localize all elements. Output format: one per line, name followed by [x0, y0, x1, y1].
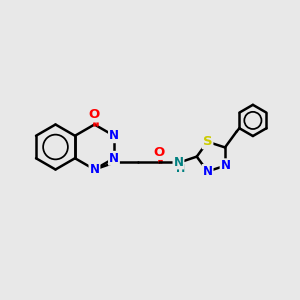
Text: N: N	[220, 159, 231, 172]
Text: O: O	[89, 108, 100, 122]
Text: H: H	[176, 164, 185, 174]
Text: N: N	[173, 155, 184, 169]
Text: N: N	[89, 163, 100, 176]
Text: N: N	[202, 165, 213, 178]
Text: N: N	[109, 129, 119, 142]
Text: N: N	[109, 152, 119, 165]
Text: O: O	[154, 146, 165, 159]
Text: S: S	[203, 135, 212, 148]
